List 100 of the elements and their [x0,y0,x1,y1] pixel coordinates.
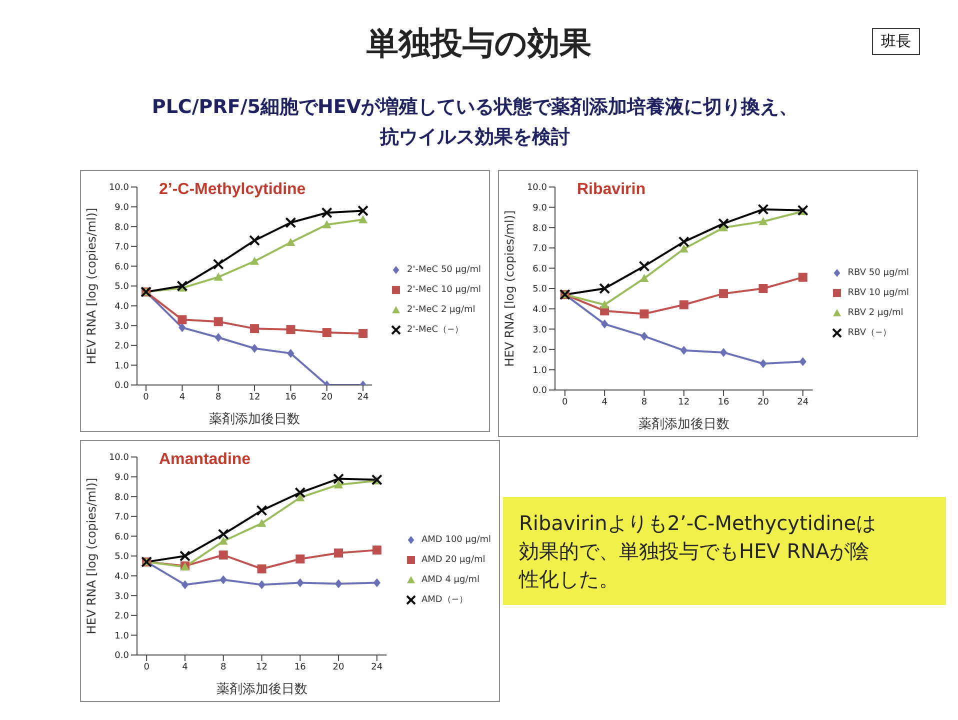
point [218,550,228,560]
x-tick-label: 24 [357,392,370,402]
x-tick-label: 12 [248,392,260,402]
point [798,272,808,282]
y-tick-label: 0.0 [114,381,130,392]
x-tick-label: 16 [294,662,306,672]
point [212,258,224,270]
legend-label: AMD 4 μg/ml [422,574,480,587]
point [640,332,648,341]
y-tick-label: 4.0 [532,304,548,315]
text: 班長 [872,28,920,55]
point [720,348,728,357]
point [640,274,649,282]
y-tick-label: 9.0 [114,202,130,213]
point [257,564,266,574]
y-tick-label: 10.0 [108,183,130,194]
x-tick-label: 12 [256,662,268,672]
point [296,578,304,588]
legend-label: AMD 20 μg/ml [422,554,486,567]
y-tick-label: 5.0 [114,552,130,562]
x-tick-label: 8 [215,392,222,402]
point [679,300,688,310]
point [334,579,342,588]
point [678,236,690,248]
point [181,580,189,590]
y-tick-label: 1.0 [532,366,548,376]
legend-label: AMD（−） [422,594,468,607]
y-tick-label: 7.0 [114,512,130,523]
y-tick-label: 6.0 [532,264,548,274]
point [758,204,769,215]
point [358,329,368,338]
point [178,315,187,324]
point [760,359,767,368]
point [758,284,768,293]
y-tick-label: 9.0 [114,472,130,483]
x-tick-label: 4 [182,662,188,672]
point [600,320,608,329]
point [334,480,344,488]
x-axis-title: 薬剤添加後日数 [638,417,730,432]
point [286,238,296,246]
y-tick-label: 4.0 [114,302,130,312]
point [256,504,268,516]
legend-label: RBV（−） [848,326,892,340]
point [257,518,266,527]
y-axis-title: HEV RNA [log (copies/ml)] [502,210,516,367]
point [322,328,332,338]
point [600,300,610,308]
point [599,283,610,294]
y-tick-label: 9.0 [532,203,548,214]
point [296,554,305,564]
y-tick-label: 8.0 [114,492,130,503]
chart-title: Ribavirin [577,181,646,199]
x-tick-label: 0 [144,662,150,672]
y-tick-label: 5.0 [114,282,130,292]
point [680,346,688,355]
x-tick-label: 24 [371,662,383,672]
point [176,280,188,292]
chart-title: 2’-C-Methylcytidine [159,181,306,199]
text: Ribavirinよりも2’-C-Methycytidineは効果的で、単独投与でもHEV RNAが陰性化した。 [519,510,878,593]
legend-label: 2'-MeC 50 μg/ml [407,264,481,277]
x-tick-label: 16 [718,397,730,408]
x-tick-label: 8 [220,662,226,672]
y-tick-label: 3.0 [114,592,130,602]
x-tick-label: 0 [562,397,568,408]
x-tick-label: 4 [602,397,608,408]
legend-label: 2'-MeC（−） [407,324,464,337]
point [178,323,186,332]
point [218,536,228,545]
point [287,348,294,358]
x-axis-title: 薬剤添加後日数 [216,682,308,697]
point [322,220,332,228]
y-tick-label: 2.0 [114,612,130,622]
point [179,550,190,562]
x-tick-label: 16 [284,392,297,402]
point [258,580,266,590]
point [372,546,382,555]
point [220,575,227,584]
y-tick-label: 2.0 [114,342,130,352]
y-axis-title: HEV RNA [log (copies/ml)] [84,478,98,634]
point [640,309,649,318]
x-axis-title: 薬剤添加後日数 [209,412,300,427]
point [333,473,344,484]
y-tick-label: 1.0 [114,361,130,372]
point [718,218,730,230]
y-tick-label: 7.0 [532,244,548,254]
point [250,344,258,353]
y-tick-label: 0.0 [114,651,130,662]
x-tick-label: 4 [179,392,186,402]
x-tick-label: 20 [757,397,770,408]
point [250,256,260,265]
y-tick-label: 4.0 [114,572,130,582]
point [286,325,296,334]
legend-label: RBV 50 μg/ml [848,266,909,280]
x-tick-label: 12 [678,397,690,408]
legend-label: RBV 10 μg/ml [848,286,909,300]
point [214,332,222,342]
x-tick-label: 24 [797,397,809,408]
point [719,289,728,298]
y-tick-label: 2.0 [532,346,548,356]
point [358,215,368,224]
